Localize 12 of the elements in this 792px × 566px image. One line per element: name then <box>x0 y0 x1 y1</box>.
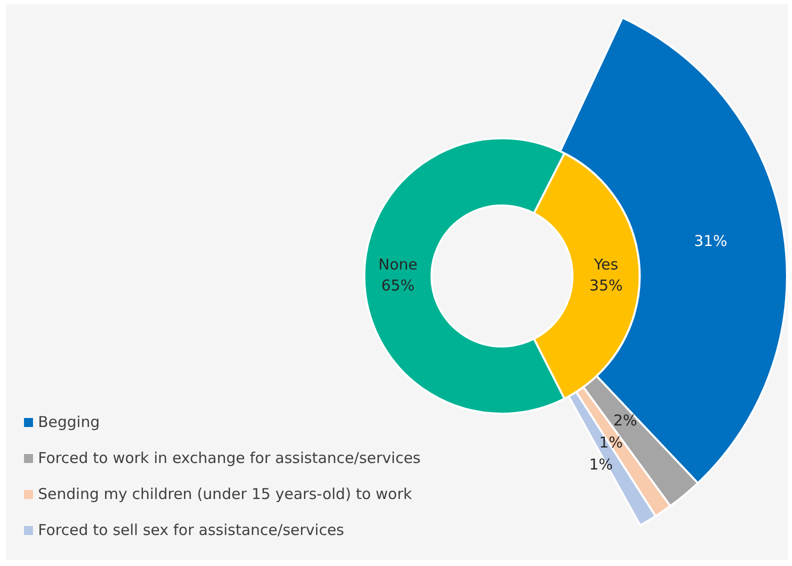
data-label: 65% <box>381 276 415 294</box>
legend-label: Forced to sell sex for assistance/services <box>38 521 344 539</box>
data-label: 31% <box>694 232 728 250</box>
slice-label: Yes <box>592 255 618 274</box>
legend-label: Begging <box>38 413 100 431</box>
data-label: 1% <box>589 455 613 474</box>
slice-label: None <box>378 255 418 274</box>
legend-label: Sending my children (under 15 years-old) to work <box>38 485 412 503</box>
legend-label: Forced to work in exchange for assistance/services <box>38 449 421 467</box>
data-label: 2% <box>613 411 638 430</box>
data-label: 35% <box>589 276 623 294</box>
data-label: 1% <box>599 433 623 452</box>
